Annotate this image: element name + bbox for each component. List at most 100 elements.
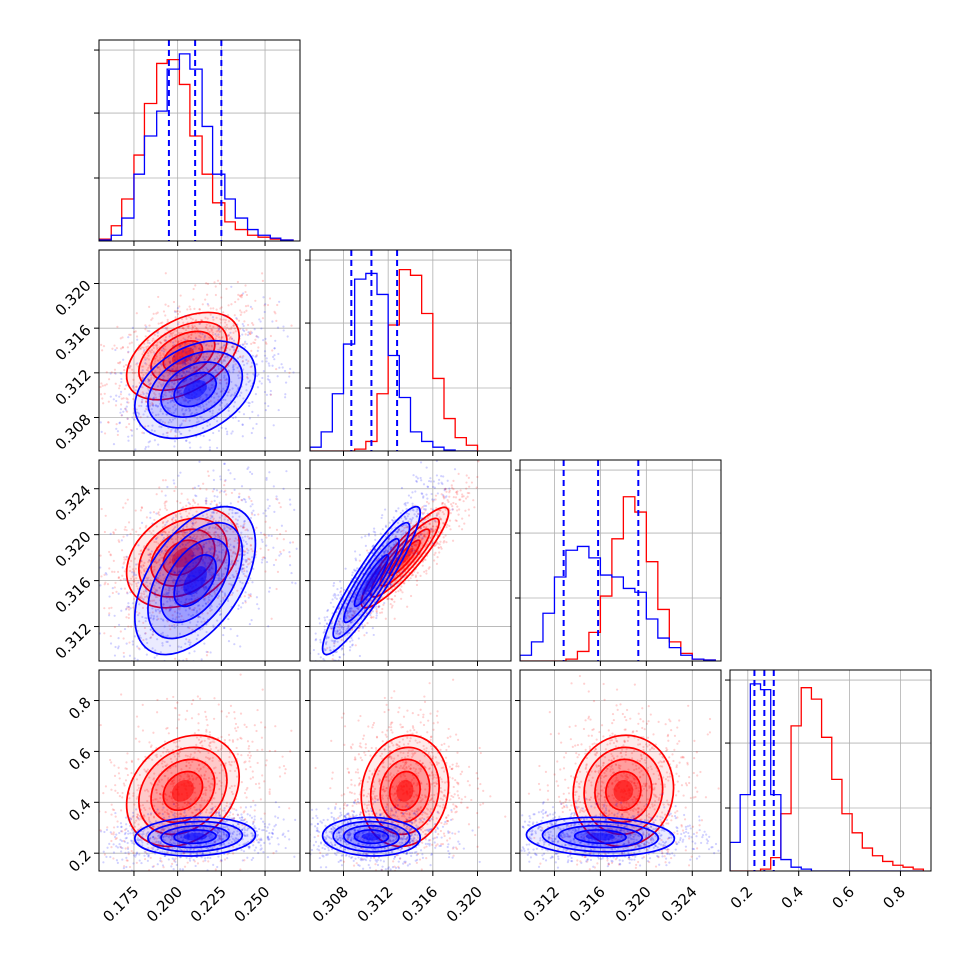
scatter-point bbox=[117, 539, 120, 542]
scatter-point bbox=[120, 539, 123, 542]
scatter-point bbox=[143, 595, 147, 599]
scatter-point bbox=[427, 502, 430, 505]
scatter-point bbox=[159, 341, 162, 344]
scatter-point bbox=[197, 375, 200, 378]
scatter-point bbox=[204, 316, 207, 319]
scatter-point bbox=[191, 369, 194, 372]
scatter-point bbox=[211, 546, 214, 549]
scatter-point bbox=[179, 606, 182, 609]
scatter-point bbox=[188, 540, 191, 543]
scatter-point bbox=[154, 690, 156, 692]
scatter-point bbox=[179, 345, 182, 348]
scatter-point bbox=[221, 573, 224, 576]
scatter-point bbox=[158, 358, 162, 361]
scatter-point bbox=[189, 408, 192, 412]
scatter-point bbox=[144, 425, 147, 428]
scatter-point bbox=[253, 328, 256, 331]
scatter-point bbox=[156, 348, 159, 351]
scatter-point bbox=[179, 378, 182, 381]
scatter-point bbox=[155, 525, 158, 528]
scatter-point bbox=[183, 371, 186, 374]
scatter-point bbox=[188, 607, 191, 611]
scatter-point bbox=[244, 345, 247, 349]
scatter-point bbox=[214, 526, 217, 529]
scatter-point bbox=[207, 344, 211, 347]
scatter-point bbox=[269, 393, 272, 396]
scatter-point bbox=[188, 536, 191, 539]
scatter-point bbox=[209, 551, 212, 555]
scatter-point bbox=[265, 560, 269, 564]
scatter-point bbox=[234, 416, 237, 419]
scatter-point bbox=[204, 499, 207, 502]
scatter-point bbox=[240, 293, 243, 296]
density-blue bbox=[133, 339, 257, 440]
scatter-point bbox=[165, 370, 168, 373]
scatter-point bbox=[181, 531, 184, 535]
scatter-point bbox=[74, 692, 76, 694]
scatter-point bbox=[163, 363, 167, 366]
scatter-point bbox=[144, 447, 147, 451]
scatter-point bbox=[264, 337, 267, 340]
panel-2-1 bbox=[305, 459, 512, 666]
scatter-point bbox=[172, 675, 174, 677]
scatter-point bbox=[195, 637, 198, 641]
scatter-point bbox=[156, 532, 160, 535]
scatter-point bbox=[113, 371, 116, 374]
scatter-point bbox=[227, 526, 231, 530]
scatter-point bbox=[202, 453, 204, 455]
scatter-point bbox=[216, 556, 219, 559]
scatter-point bbox=[202, 434, 205, 438]
scatter-point bbox=[174, 525, 177, 529]
scatter-point bbox=[189, 367, 192, 370]
scatter-point bbox=[214, 549, 218, 553]
scatter-point bbox=[181, 578, 184, 582]
scatter-point bbox=[156, 346, 159, 349]
scatter-point bbox=[184, 359, 187, 362]
scatter-point bbox=[136, 658, 139, 661]
scatter-point bbox=[415, 475, 418, 478]
scatter-point bbox=[158, 513, 161, 517]
scatter-point bbox=[267, 404, 270, 408]
scatter-point bbox=[181, 375, 184, 378]
scatter-point bbox=[238, 394, 242, 397]
scatter-point bbox=[177, 323, 180, 326]
scatter-point bbox=[141, 369, 144, 372]
scatter-point bbox=[132, 378, 135, 381]
scatter-point bbox=[147, 358, 151, 361]
scatter-point bbox=[242, 292, 245, 295]
scatter-point bbox=[135, 335, 139, 338]
scatter-point bbox=[168, 557, 171, 560]
scatter-point bbox=[457, 472, 460, 475]
scatter-point bbox=[172, 581, 175, 584]
scatter-point bbox=[127, 336, 130, 339]
scatter-point bbox=[167, 531, 171, 534]
scatter-point bbox=[185, 317, 188, 320]
scatter-point bbox=[203, 560, 206, 564]
scatter-point bbox=[202, 617, 205, 620]
scatter-point bbox=[112, 532, 116, 535]
scatter-point bbox=[188, 626, 191, 630]
scatter-point bbox=[409, 496, 413, 499]
scatter-point bbox=[263, 354, 267, 357]
scatter-point bbox=[99, 554, 102, 557]
scatter-point bbox=[231, 511, 234, 515]
scatter-point bbox=[192, 551, 195, 555]
scatter-point bbox=[151, 372, 155, 375]
scatter-point bbox=[141, 386, 144, 389]
scatter-point bbox=[123, 387, 126, 391]
scatter-point bbox=[423, 504, 426, 507]
scatter-point bbox=[217, 555, 220, 558]
scatter-point bbox=[110, 606, 113, 609]
scatter-point bbox=[117, 623, 121, 626]
scatter-point bbox=[210, 329, 213, 332]
scatter-point bbox=[207, 596, 210, 599]
scatter-point bbox=[244, 340, 247, 343]
scatter-point bbox=[215, 672, 217, 674]
scatter-point bbox=[178, 305, 181, 308]
scatter-point bbox=[193, 547, 196, 550]
scatter-point bbox=[214, 343, 217, 346]
scatter-point bbox=[222, 346, 225, 349]
scatter-point bbox=[393, 600, 396, 603]
scatter-point bbox=[230, 345, 233, 348]
scatter-point bbox=[440, 474, 443, 478]
